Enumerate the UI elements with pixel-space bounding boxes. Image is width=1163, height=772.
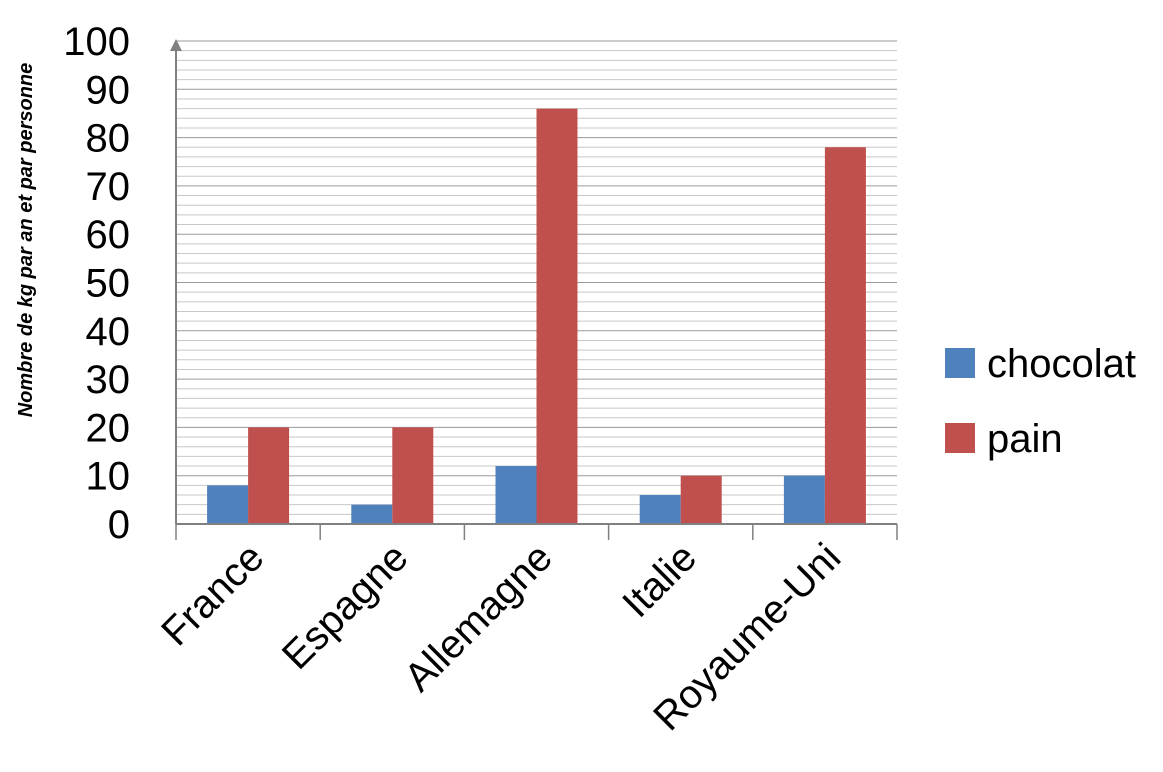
bar-chocolat-france — [207, 485, 249, 524]
y-tick-label: 100 — [63, 20, 130, 64]
bar-pain-allemagne — [536, 108, 578, 525]
y-tick-label: 30 — [86, 358, 131, 402]
y-tick-label: 60 — [86, 213, 131, 257]
y-tick-label: 0 — [108, 503, 130, 547]
bar-chocolat-italie — [639, 495, 681, 524]
axes — [170, 39, 898, 540]
y-tick-label: 80 — [86, 117, 131, 161]
bar-chocolat-royaume-uni — [783, 475, 825, 524]
legend: chocolat pain — [945, 342, 1136, 461]
x-tick-label: Allemagne — [396, 535, 561, 700]
y-tick-label: 70 — [86, 165, 131, 209]
x-tick-label: France — [153, 535, 272, 654]
y-tick-label: 50 — [86, 262, 131, 306]
legend-label-pain: pain — [987, 417, 1063, 461]
x-tick-label: Italie — [614, 535, 705, 626]
bar-pain-royaume-uni — [824, 147, 866, 524]
y-tick-label: 90 — [86, 68, 131, 112]
bars — [207, 108, 866, 525]
y-tick-label: 10 — [86, 455, 131, 499]
y-axis-arrow-icon — [170, 39, 182, 51]
bar-chocolat-allemagne — [495, 466, 537, 524]
bar-pain-espagne — [392, 427, 434, 524]
legend-swatch-pain — [945, 423, 975, 453]
y-axis-label: Nombre de kg par an et par personne — [15, 63, 37, 418]
legend-label-chocolat: chocolat — [987, 342, 1136, 386]
bar-pain-france — [248, 427, 290, 524]
y-tick-label: 40 — [86, 310, 131, 354]
bar-chocolat-espagne — [351, 504, 393, 524]
bar-pain-italie — [680, 475, 722, 524]
y-tick-label: 20 — [86, 406, 131, 450]
legend-swatch-chocolat — [945, 348, 975, 378]
x-tick-label: Espagne — [274, 535, 417, 678]
